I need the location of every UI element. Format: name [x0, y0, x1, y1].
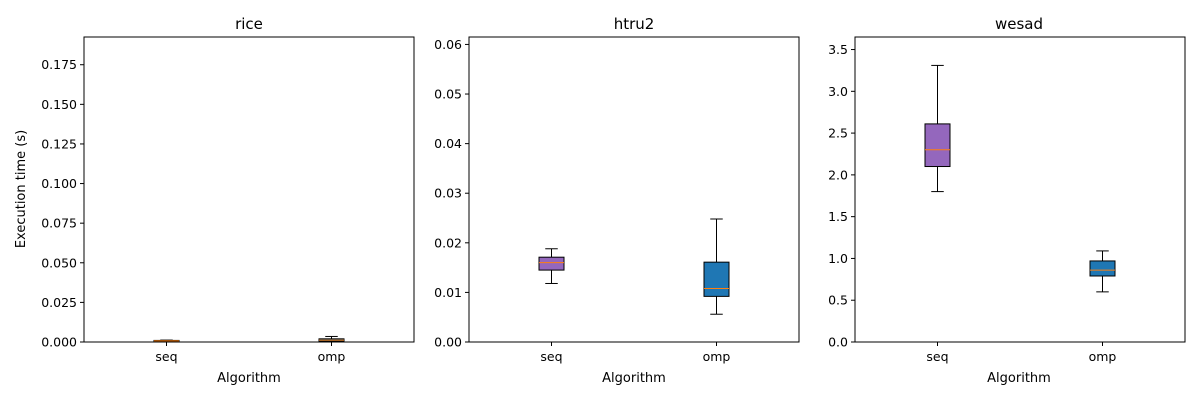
subplot-title: htru2	[614, 15, 655, 33]
subplot-title: rice	[235, 15, 263, 33]
iqr-box	[1089, 260, 1116, 277]
x-axis-label: Algorithm	[217, 371, 281, 386]
subplot-wesad: wesad 0.0 0.5 1.0 1.5 2.0 2.5 3.0 3.5 seq omp Alg…	[828, 15, 1186, 386]
axes-frame	[83, 36, 415, 343]
y-tick-label: 1.5	[828, 209, 848, 224]
x-tick-label: seq	[540, 349, 562, 364]
x-tick-label: omp	[703, 349, 731, 364]
box-omp	[703, 218, 730, 315]
axes-frame	[468, 36, 800, 343]
y-tick-label: 0.01	[434, 285, 462, 300]
y-tick-label: 0.00	[434, 335, 462, 350]
x-tick-label: omp	[1089, 349, 1117, 364]
plot-area: 0.00 0.01 0.02 0.03 0.04 0.05 0.06 seq omp	[434, 36, 800, 364]
box-seq	[153, 339, 180, 342]
iqr-box	[538, 256, 565, 271]
y-tick-label: 0.075	[41, 216, 77, 231]
y-tick-label: 0.5	[828, 293, 848, 308]
plot-area: 0.0 0.5 1.0 1.5 2.0 2.5 3.0 3.5 seq omp	[828, 36, 1186, 364]
box-omp	[318, 335, 345, 343]
y-tick-label: 0.150	[41, 97, 77, 112]
y-tick-label: 3.5	[828, 42, 848, 57]
subplot-title: wesad	[995, 15, 1043, 33]
x-tick-label: seq	[926, 349, 948, 364]
y-axis-label: Execution time (s)	[14, 130, 29, 248]
x-axis-label: Algorithm	[602, 371, 666, 386]
iqr-box	[924, 123, 951, 168]
y-tick-label: 0.175	[41, 57, 77, 72]
y-tick-label: 0.05	[434, 87, 462, 102]
y-tick-label: 0.03	[434, 186, 462, 201]
iqr-box	[703, 261, 730, 297]
box-omp	[1089, 250, 1116, 293]
y-tick-label: 0.025	[41, 295, 77, 310]
box-seq	[924, 64, 951, 193]
subplot-htru2: htru2 0.00 0.01 0.02 0.03 0.04 0.05 0.06 seq omp…	[434, 15, 800, 386]
x-tick-label: seq	[155, 349, 177, 364]
y-tick-label: 0.04	[434, 136, 462, 151]
y-tick-label: 1.0	[828, 251, 848, 266]
y-tick-label: 0.02	[434, 235, 462, 250]
y-tick-label: 0.0	[828, 335, 848, 350]
subplot-rice: rice 0.000 0.025 0.050 0.075 0.100 0.125 0.150…	[14, 15, 415, 386]
x-axis-label: Algorithm	[987, 371, 1051, 386]
y-tick-label: 0.100	[41, 176, 77, 191]
box-seq	[538, 248, 565, 284]
y-tick-label: 3.0	[828, 84, 848, 99]
plot-area: 0.000 0.025 0.050 0.075 0.100 0.125 0.150 0.175…	[41, 36, 415, 364]
y-tick-label: 0.06	[434, 37, 462, 52]
x-tick-label: omp	[318, 349, 346, 364]
axes-frame	[854, 36, 1186, 343]
y-tick-label: 2.5	[828, 126, 848, 141]
y-tick-label: 0.125	[41, 136, 77, 151]
y-tick-label: 0.050	[41, 255, 77, 270]
y-tick-label: 2.0	[828, 167, 848, 182]
y-tick-label: 0.000	[41, 335, 77, 350]
